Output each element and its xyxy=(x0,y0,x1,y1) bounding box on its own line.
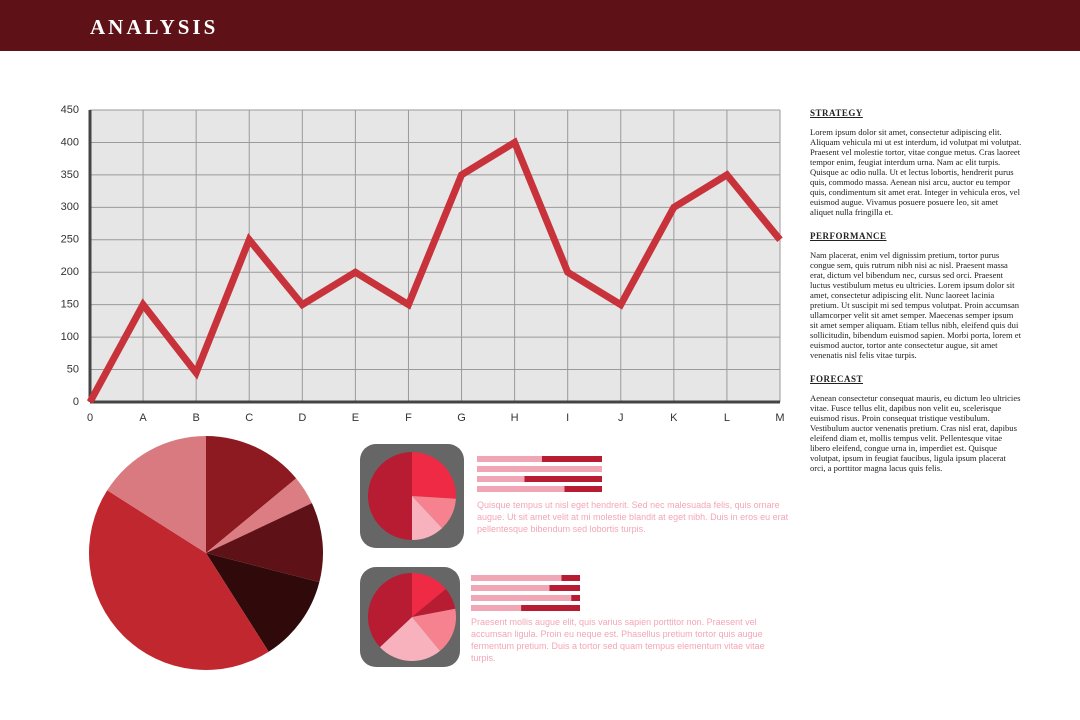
x-tick-label: H xyxy=(511,412,519,424)
x-tick-label: 0 xyxy=(87,412,93,424)
y-tick-label: 300 xyxy=(61,201,79,213)
sidebar: STRATEGY Lorem ipsum dolor sit amet, con… xyxy=(810,108,1022,487)
pie-slice xyxy=(206,553,320,652)
pie-slice xyxy=(368,452,412,540)
pie-slice xyxy=(412,452,456,499)
header-title: ANALYSIS xyxy=(90,15,219,39)
x-tick-label: E xyxy=(352,412,359,424)
y-tick-label: 0 xyxy=(73,396,79,408)
bar xyxy=(477,476,525,482)
y-tick-label: 50 xyxy=(67,363,79,375)
section-heading: STRATEGY xyxy=(810,108,863,118)
bar xyxy=(471,595,572,601)
y-tick-label: 350 xyxy=(61,169,79,181)
pie-slice xyxy=(206,478,312,553)
pie-slice xyxy=(412,608,456,651)
x-tick-label: I xyxy=(566,412,569,424)
x-tick-label: G xyxy=(457,412,466,424)
y-tick-label: 250 xyxy=(61,234,79,246)
pie-slice xyxy=(412,573,446,617)
y-tick-label: 200 xyxy=(61,266,79,278)
x-tick-label: B xyxy=(192,412,199,424)
y-tick-label: 400 xyxy=(61,136,79,148)
pie-slice xyxy=(379,617,441,661)
x-tick-label: D xyxy=(298,412,306,424)
caption: Quisque tempus ut nisl eget hendrerit. S… xyxy=(477,500,789,534)
pie-slice xyxy=(412,588,456,617)
y-tick-label: 150 xyxy=(61,299,79,311)
pie-slice xyxy=(412,496,456,529)
y-tick-label: 450 xyxy=(61,104,79,116)
x-tick-label: K xyxy=(670,412,678,424)
bar xyxy=(471,605,522,611)
caption: Praesent mollis augue elit, quis varius … xyxy=(471,617,765,663)
section-body: Aenean consectetur consequat mauris, eu … xyxy=(810,393,1021,473)
section-body: Nam placerat, enim vel dignissim pretium… xyxy=(810,250,1021,360)
x-tick-label: J xyxy=(618,412,624,424)
section-heading: PERFORMANCE xyxy=(810,231,887,241)
pie-slice xyxy=(206,436,297,553)
bar xyxy=(471,575,562,581)
pie-slice xyxy=(88,490,269,671)
section-heading: FORECAST xyxy=(810,374,864,384)
pie-slice xyxy=(412,496,443,540)
bar-track xyxy=(471,605,580,611)
header: ANALYSIS xyxy=(0,0,1080,51)
pie-slice xyxy=(206,503,324,583)
bar xyxy=(477,486,565,492)
bar xyxy=(477,466,602,472)
section-body: Lorem ipsum dolor sit amet, consectetur … xyxy=(810,127,1022,217)
bar xyxy=(471,585,550,591)
bar xyxy=(477,456,542,462)
x-tick-label: F xyxy=(405,412,412,424)
bar-track xyxy=(477,476,602,482)
x-tick-label: L xyxy=(724,412,730,424)
pie-slice xyxy=(368,573,412,648)
data-line xyxy=(86,137,783,404)
x-tick-label: M xyxy=(775,412,784,424)
y-tick-label: 100 xyxy=(61,331,79,343)
pie-slice xyxy=(107,436,206,553)
x-tick-label: C xyxy=(245,412,253,424)
plot-background xyxy=(90,110,780,402)
x-tick-label: A xyxy=(139,412,147,424)
